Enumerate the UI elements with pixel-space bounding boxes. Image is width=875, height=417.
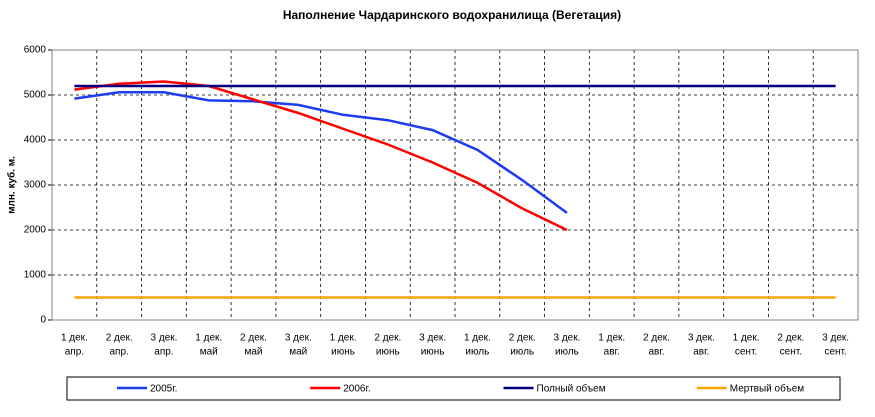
x-tick-label: авг. <box>648 347 664 358</box>
series-line <box>74 80 568 232</box>
x-tick-label: июль <box>555 347 579 358</box>
x-tick-label: 1 дек. <box>61 333 88 344</box>
y-tick-label: 3000 <box>24 180 47 191</box>
y-tick-label: 4000 <box>24 135 47 146</box>
x-tick-label: апр. <box>110 347 129 358</box>
x-tick-label: 1 дек. <box>733 333 760 344</box>
legend-label: Полный объем <box>537 383 606 395</box>
x-tick-label: июль <box>510 347 534 358</box>
y-tick-label: 0 <box>40 315 46 326</box>
x-tick-label: 2 дек. <box>374 333 401 344</box>
x-tick-label: авг. <box>604 347 620 358</box>
legend-label: Мертвый объем <box>730 383 805 395</box>
y-tick-label: 5000 <box>24 90 47 101</box>
x-tick-label: июль <box>465 347 489 358</box>
x-tick-label: 1 дек. <box>330 333 357 344</box>
y-axis-label: млн. куб. м. <box>6 156 18 214</box>
x-tick-label: май <box>244 347 262 358</box>
y-tick-label: 6000 <box>24 45 47 56</box>
x-tick-label: сент. <box>735 347 757 358</box>
series-line <box>74 91 568 214</box>
x-tick-label: 3 дек. <box>822 333 849 344</box>
x-tick-label: апр. <box>65 347 84 358</box>
x-tick-label: 3 дек. <box>688 333 715 344</box>
plot-border <box>51 49 859 321</box>
x-tick-label: 2 дек. <box>777 333 804 344</box>
legend-label: 2006г. <box>343 384 370 395</box>
x-tick-label: 3 дек. <box>150 333 177 344</box>
x-tick-label: июнь <box>376 347 400 358</box>
x-tick-label: 3 дек. <box>419 333 446 344</box>
x-tick-label: 2 дек. <box>106 333 133 344</box>
x-tick-label: авг. <box>693 347 709 358</box>
x-tick-label: 3 дек. <box>285 333 312 344</box>
legend-label: 2005г. <box>150 384 177 395</box>
x-tick-label: май <box>200 347 218 358</box>
x-tick-label: сент. <box>780 347 802 358</box>
x-tick-label: июнь <box>331 347 355 358</box>
x-tick-label: 2 дек. <box>240 333 267 344</box>
chart-title: Наполнение Чардаринского водохранилища (… <box>283 8 621 22</box>
x-tick-label: 1 дек. <box>598 333 625 344</box>
x-tick-label: 1 дек. <box>195 333 222 344</box>
y-tick-label: 2000 <box>24 225 47 236</box>
x-tick-label: апр. <box>154 347 173 358</box>
x-tick-label: май <box>289 347 307 358</box>
y-tick-label: 1000 <box>24 270 47 281</box>
x-tick-label: 2 дек. <box>643 333 670 344</box>
x-tick-label: 1 дек. <box>464 333 491 344</box>
x-tick-label: сент. <box>824 347 846 358</box>
x-tick-label: 3 дек. <box>553 333 580 344</box>
x-tick-label: 2 дек. <box>509 333 536 344</box>
legend-box <box>66 376 841 401</box>
x-tick-label: июнь <box>421 347 445 358</box>
